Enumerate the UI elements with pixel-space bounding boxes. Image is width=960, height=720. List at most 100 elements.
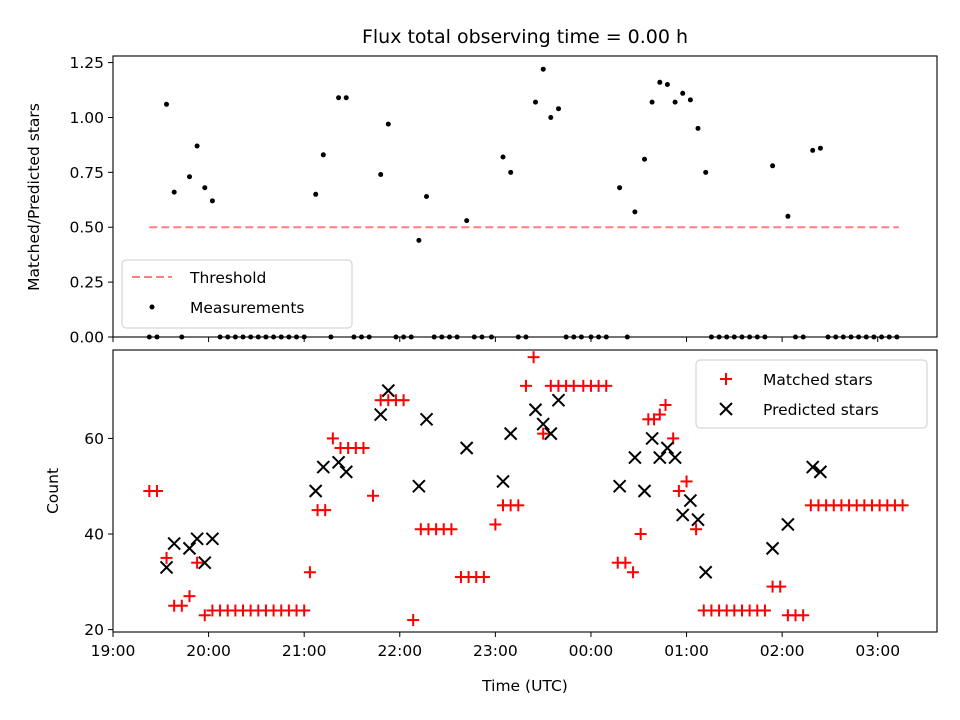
matched-star-point — [600, 379, 613, 392]
chart-title: Flux total observing time = 0.00 h — [362, 26, 688, 48]
measurement-point — [533, 99, 538, 105]
count-legend: Matched stars Predicted stars — [695, 359, 928, 429]
measurement-point — [500, 154, 506, 160]
predicted-star-point — [813, 465, 828, 479]
matched-star-point — [659, 398, 672, 411]
measurement-point — [171, 189, 177, 195]
predicted-star-point — [676, 508, 690, 522]
measurement-point — [649, 99, 655, 105]
measurement-point — [657, 79, 663, 85]
predicted-star-point — [190, 532, 204, 546]
matched-star-point — [527, 351, 540, 364]
predicted-star-point — [612, 479, 627, 493]
measurement-point — [810, 147, 816, 153]
predicted-star-point — [198, 555, 212, 570]
matched-star-point — [519, 379, 532, 392]
matched-legend-label: Matched stars — [763, 371, 873, 389]
predicted-star-point — [373, 407, 388, 422]
measurement-point — [817, 145, 823, 151]
matched-star-point — [397, 394, 410, 407]
predicted-star-point — [781, 517, 795, 532]
ratio-y-ticks: 0.00 0.25 0.50 0.75 1.00 1.25 — [69, 54, 113, 347]
count-panel: 20 40 60 19:00 20:00 21:00 22:00 23:00 00:00 01:… — [44, 349, 938, 695]
matched-star-point — [489, 518, 502, 531]
measurement-point — [378, 172, 384, 177]
measurement-point — [770, 163, 776, 169]
ratio-x-ticks — [112, 337, 879, 342]
measurement-point — [164, 101, 169, 107]
predicted-star-point — [765, 541, 780, 556]
measurement-point — [680, 90, 686, 96]
measurement-point — [617, 185, 623, 191]
measurement-point — [508, 169, 514, 175]
ratio-y-tick-label: 1.00 — [69, 109, 104, 127]
predicted-star-point — [339, 465, 353, 479]
measurement-point — [464, 218, 470, 224]
measurement-point — [424, 194, 429, 199]
predicted-star-point — [182, 541, 197, 556]
predicted-star-point — [316, 460, 331, 474]
measurement-point — [194, 143, 200, 149]
threshold-legend-label: Threshold — [189, 269, 266, 287]
matched-star-point — [150, 485, 163, 497]
matched-star-point — [357, 441, 370, 454]
predicted-star-point — [683, 493, 698, 508]
matched-star-point — [367, 489, 380, 502]
count-y-tick-label: 60 — [84, 430, 104, 448]
matched-star-point — [537, 427, 550, 440]
measurement-point — [343, 95, 349, 101]
ratio-legend: Threshold Measurements — [121, 259, 353, 329]
count-y-tick-label: 40 — [84, 526, 104, 544]
matched-star-point — [407, 614, 420, 627]
measurement-point — [313, 191, 319, 197]
predicted-star-point — [459, 441, 474, 455]
measurement-point — [187, 174, 192, 180]
predicted-star-point — [412, 479, 426, 493]
predicted-star-point — [637, 484, 652, 498]
matched-star-point — [160, 551, 173, 564]
measurement-point — [695, 125, 701, 131]
predicted-star-point — [503, 426, 518, 441]
matched-star-point — [477, 571, 490, 584]
predicted-star-point — [308, 484, 323, 498]
ratio-y-tick-label: 0.00 — [69, 329, 104, 347]
measurement-point — [336, 95, 342, 101]
measurement-point — [672, 99, 678, 105]
predicted-star-point — [645, 431, 659, 446]
predicted-legend-label: Predicted stars — [763, 401, 879, 419]
matched-star-point — [896, 499, 909, 512]
measurement-point — [664, 82, 670, 87]
count-x-tick-label: 01:00 — [664, 642, 709, 660]
matched-star-point — [680, 475, 693, 488]
predicted-legend-swatch — [719, 402, 733, 416]
predicted-star-point — [653, 450, 667, 465]
predicted-star-point — [551, 393, 566, 407]
count-x-tick-label: 22:00 — [377, 642, 422, 660]
measurement-point — [642, 156, 647, 162]
ratio-y-tick-label: 0.75 — [69, 164, 104, 182]
count-marks — [143, 351, 909, 627]
ratio-y-tick-label: 0.50 — [69, 219, 104, 237]
matched-star-point — [797, 609, 810, 622]
matched-star-point — [690, 523, 703, 536]
matched-star-point — [672, 485, 685, 497]
measurement-point — [632, 209, 638, 215]
matched-star-point — [758, 604, 771, 617]
matched-star-point — [175, 599, 188, 612]
count-y-tick-label: 20 — [84, 621, 104, 639]
ratio-y-axis-label: Matched/Predicted stars — [25, 103, 43, 291]
matched-star-point — [191, 556, 204, 569]
ratio-y-tick-label: 0.25 — [69, 274, 104, 292]
matched-star-point — [653, 408, 666, 421]
matched-star-point — [298, 604, 311, 617]
ratio-axes-frame — [112, 55, 938, 338]
predicted-star-point — [167, 536, 181, 551]
predicted-star-point — [528, 403, 543, 417]
measurement-point — [687, 97, 693, 103]
count-axes-frame — [112, 349, 938, 633]
measurement-point — [785, 213, 791, 219]
matched-star-point — [319, 504, 332, 517]
matched-star-point — [445, 523, 458, 536]
count-x-tick-label: 00:00 — [569, 642, 614, 660]
